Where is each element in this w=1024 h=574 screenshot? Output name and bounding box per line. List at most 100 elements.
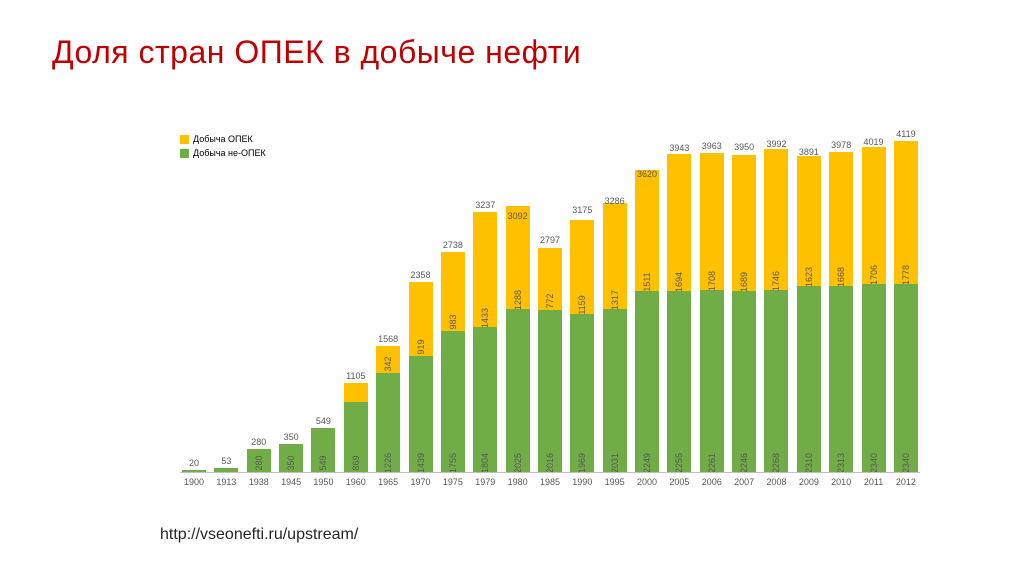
- x-tick-label: 1960: [344, 473, 368, 490]
- total-value: 549: [316, 416, 331, 426]
- bar-segment-opec: 772: [538, 248, 562, 310]
- x-tick-label: 2010: [829, 473, 853, 490]
- bar-column: 12263421568: [376, 346, 400, 472]
- x-tick-label: 1985: [538, 473, 562, 490]
- segment-value: 1969: [577, 453, 587, 473]
- total-value: 3943: [669, 143, 689, 153]
- bar-segment-non-opec: 2255: [667, 291, 691, 472]
- x-tick-label: 1938: [247, 473, 271, 490]
- x-tick-label: 2007: [732, 473, 756, 490]
- x-tick-label: 1995: [603, 473, 627, 490]
- bar-column: 17559832738: [441, 252, 465, 472]
- total-value: 4119: [896, 129, 915, 139]
- total-value: 3092: [508, 211, 528, 221]
- segment-value: 280: [254, 455, 264, 470]
- total-value: 3286: [605, 196, 625, 206]
- total-value: 3620: [637, 169, 657, 179]
- x-tick-label: 1950: [311, 473, 335, 490]
- bar-column: 226117083963: [700, 153, 724, 472]
- segment-value: 772: [545, 293, 555, 308]
- x-tick-label: 1900: [182, 473, 206, 490]
- segment-value: 2340: [869, 453, 879, 473]
- bar-segment-non-opec: 2249: [635, 291, 659, 472]
- total-value: 3891: [799, 147, 819, 157]
- segment-value: 1317: [610, 290, 620, 310]
- segment-value: 1694: [674, 272, 684, 292]
- segment-value: 2261: [707, 453, 717, 473]
- bar-segment-opec: 983: [441, 252, 465, 331]
- segment-value: 2031: [610, 453, 620, 473]
- plot-area: 2053280280350350549549869110512263421568…: [180, 110, 920, 472]
- segment-value: 983: [448, 314, 458, 329]
- bar-segment-non-opec: 2246: [732, 291, 756, 472]
- bar-column: 8691105: [344, 383, 368, 472]
- segment-value: 1706: [869, 265, 879, 285]
- bar-segment-non-opec: 549: [311, 428, 335, 472]
- segment-value: 1689: [739, 272, 749, 292]
- total-value: 1568: [378, 334, 398, 344]
- segment-value: 2255: [674, 453, 684, 473]
- bar-column: 234017064019: [862, 147, 886, 472]
- bar-column: 202512883092: [506, 206, 530, 473]
- bar-segment-non-opec: 2261: [700, 290, 724, 472]
- bar-segment-non-opec: 2340: [894, 284, 918, 472]
- x-tick-label: 1945: [279, 473, 303, 490]
- segment-value: 2246: [739, 453, 749, 473]
- x-tick-label: 1975: [441, 473, 465, 490]
- segment-value: 1755: [448, 453, 458, 473]
- total-value: 2797: [540, 235, 560, 245]
- source-url: http://vseonefti.ru/upstream/: [160, 526, 358, 544]
- segment-value: 1226: [383, 453, 393, 473]
- x-tick-label: 2012: [894, 473, 918, 490]
- total-value: 3237: [475, 200, 495, 210]
- bar-column: 226817463992: [764, 149, 788, 472]
- segment-value: 1778: [901, 265, 911, 285]
- segment-value: 2025: [513, 453, 523, 473]
- bar-column: 225516943943: [667, 154, 691, 472]
- total-value: 350: [284, 432, 299, 442]
- bar-segment-opec: 1706: [862, 147, 886, 284]
- bar-segment-opec: 1689: [732, 155, 756, 291]
- bar-segment-opec: 1511: [635, 170, 659, 292]
- segment-value: 549: [318, 455, 328, 470]
- x-tick-label: 1980: [506, 473, 530, 490]
- bar-segment-non-opec: 1439: [409, 356, 433, 472]
- bar-segment-non-opec: 2268: [764, 290, 788, 472]
- segment-value: 1623: [804, 267, 814, 287]
- bar-column: 231316683978: [829, 152, 853, 472]
- x-tick-label: 1965: [376, 473, 400, 490]
- bar-column: 549549: [311, 428, 335, 472]
- bar-segment-opec: 1746: [764, 149, 788, 289]
- total-value: 3950: [734, 142, 754, 152]
- bar-column: 231016233891: [797, 156, 821, 472]
- x-tick-label: 1913: [214, 473, 238, 490]
- bar-segment-non-opec: 2310: [797, 286, 821, 472]
- bar-column: 350350: [279, 444, 303, 472]
- bar-column: 14399192358: [409, 282, 433, 472]
- bar-segment-non-opec: 1804: [473, 327, 497, 472]
- bar-segment-non-opec: 869: [344, 402, 368, 472]
- total-value: 20: [189, 458, 199, 468]
- segment-value: 869: [351, 455, 361, 470]
- bar-segment-opec: 1433: [473, 212, 497, 327]
- total-value: 3175: [572, 205, 592, 215]
- bar-segment-opec: 1668: [829, 152, 853, 286]
- bar-column: 280280: [247, 449, 271, 472]
- bar-segment-opec: 919: [409, 282, 433, 356]
- segment-value: 2313: [836, 453, 846, 473]
- page-title: Доля стран ОПЕК в добыче нефти: [52, 34, 972, 71]
- x-axis: 1900191319381945195019601965197019751979…: [180, 472, 920, 490]
- total-value: 4019: [864, 137, 884, 147]
- segment-value: 1433: [480, 308, 490, 328]
- total-value: 3992: [766, 139, 786, 149]
- bar-segment-opec: 1708: [700, 153, 724, 290]
- bar-segment-non-opec: 2025: [506, 309, 530, 472]
- x-tick-label: 2008: [764, 473, 788, 490]
- total-value: 2358: [411, 270, 431, 280]
- bar-segment-non-opec: 1755: [441, 331, 465, 472]
- bar-segment-opec: [344, 383, 368, 402]
- segment-value: 1746: [771, 271, 781, 291]
- segment-value: 1708: [707, 271, 717, 291]
- bar-segment-non-opec: 2031: [603, 309, 627, 472]
- bar-column: 224616893950: [732, 155, 756, 472]
